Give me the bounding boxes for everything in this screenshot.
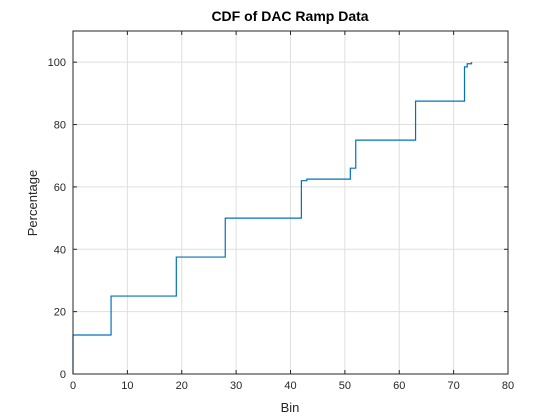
y-tick-label: 40 [54, 244, 66, 256]
x-tick-label: 70 [448, 380, 460, 392]
y-tick-label: 0 [60, 369, 66, 381]
x-tick-label: 10 [121, 380, 133, 392]
y-tick-label: 60 [54, 182, 66, 194]
x-axis-label: Bin [281, 400, 300, 415]
chart-title: CDF of DAC Ramp Data [211, 8, 368, 24]
grid [73, 31, 508, 374]
x-tick-label: 60 [393, 380, 405, 392]
data-layer [72, 62, 473, 374]
x-tick-label: 80 [502, 380, 514, 392]
y-tick-label: 100 [48, 57, 66, 69]
x-tick-label: 20 [176, 380, 188, 392]
y-axis-label: Percentage [25, 170, 40, 237]
cdf-step-line [72, 62, 473, 374]
y-tick-label: 80 [54, 120, 66, 132]
y-tick-label: 20 [54, 307, 66, 319]
x-tick-label: 50 [339, 380, 351, 392]
x-tick-label: 40 [284, 380, 296, 392]
x-tick-label: 30 [230, 380, 242, 392]
ticks: 0 10 20 30 40 50 60 70 80 0 20 40 60 80 100 [48, 31, 514, 392]
x-tick-label: 0 [70, 380, 76, 392]
